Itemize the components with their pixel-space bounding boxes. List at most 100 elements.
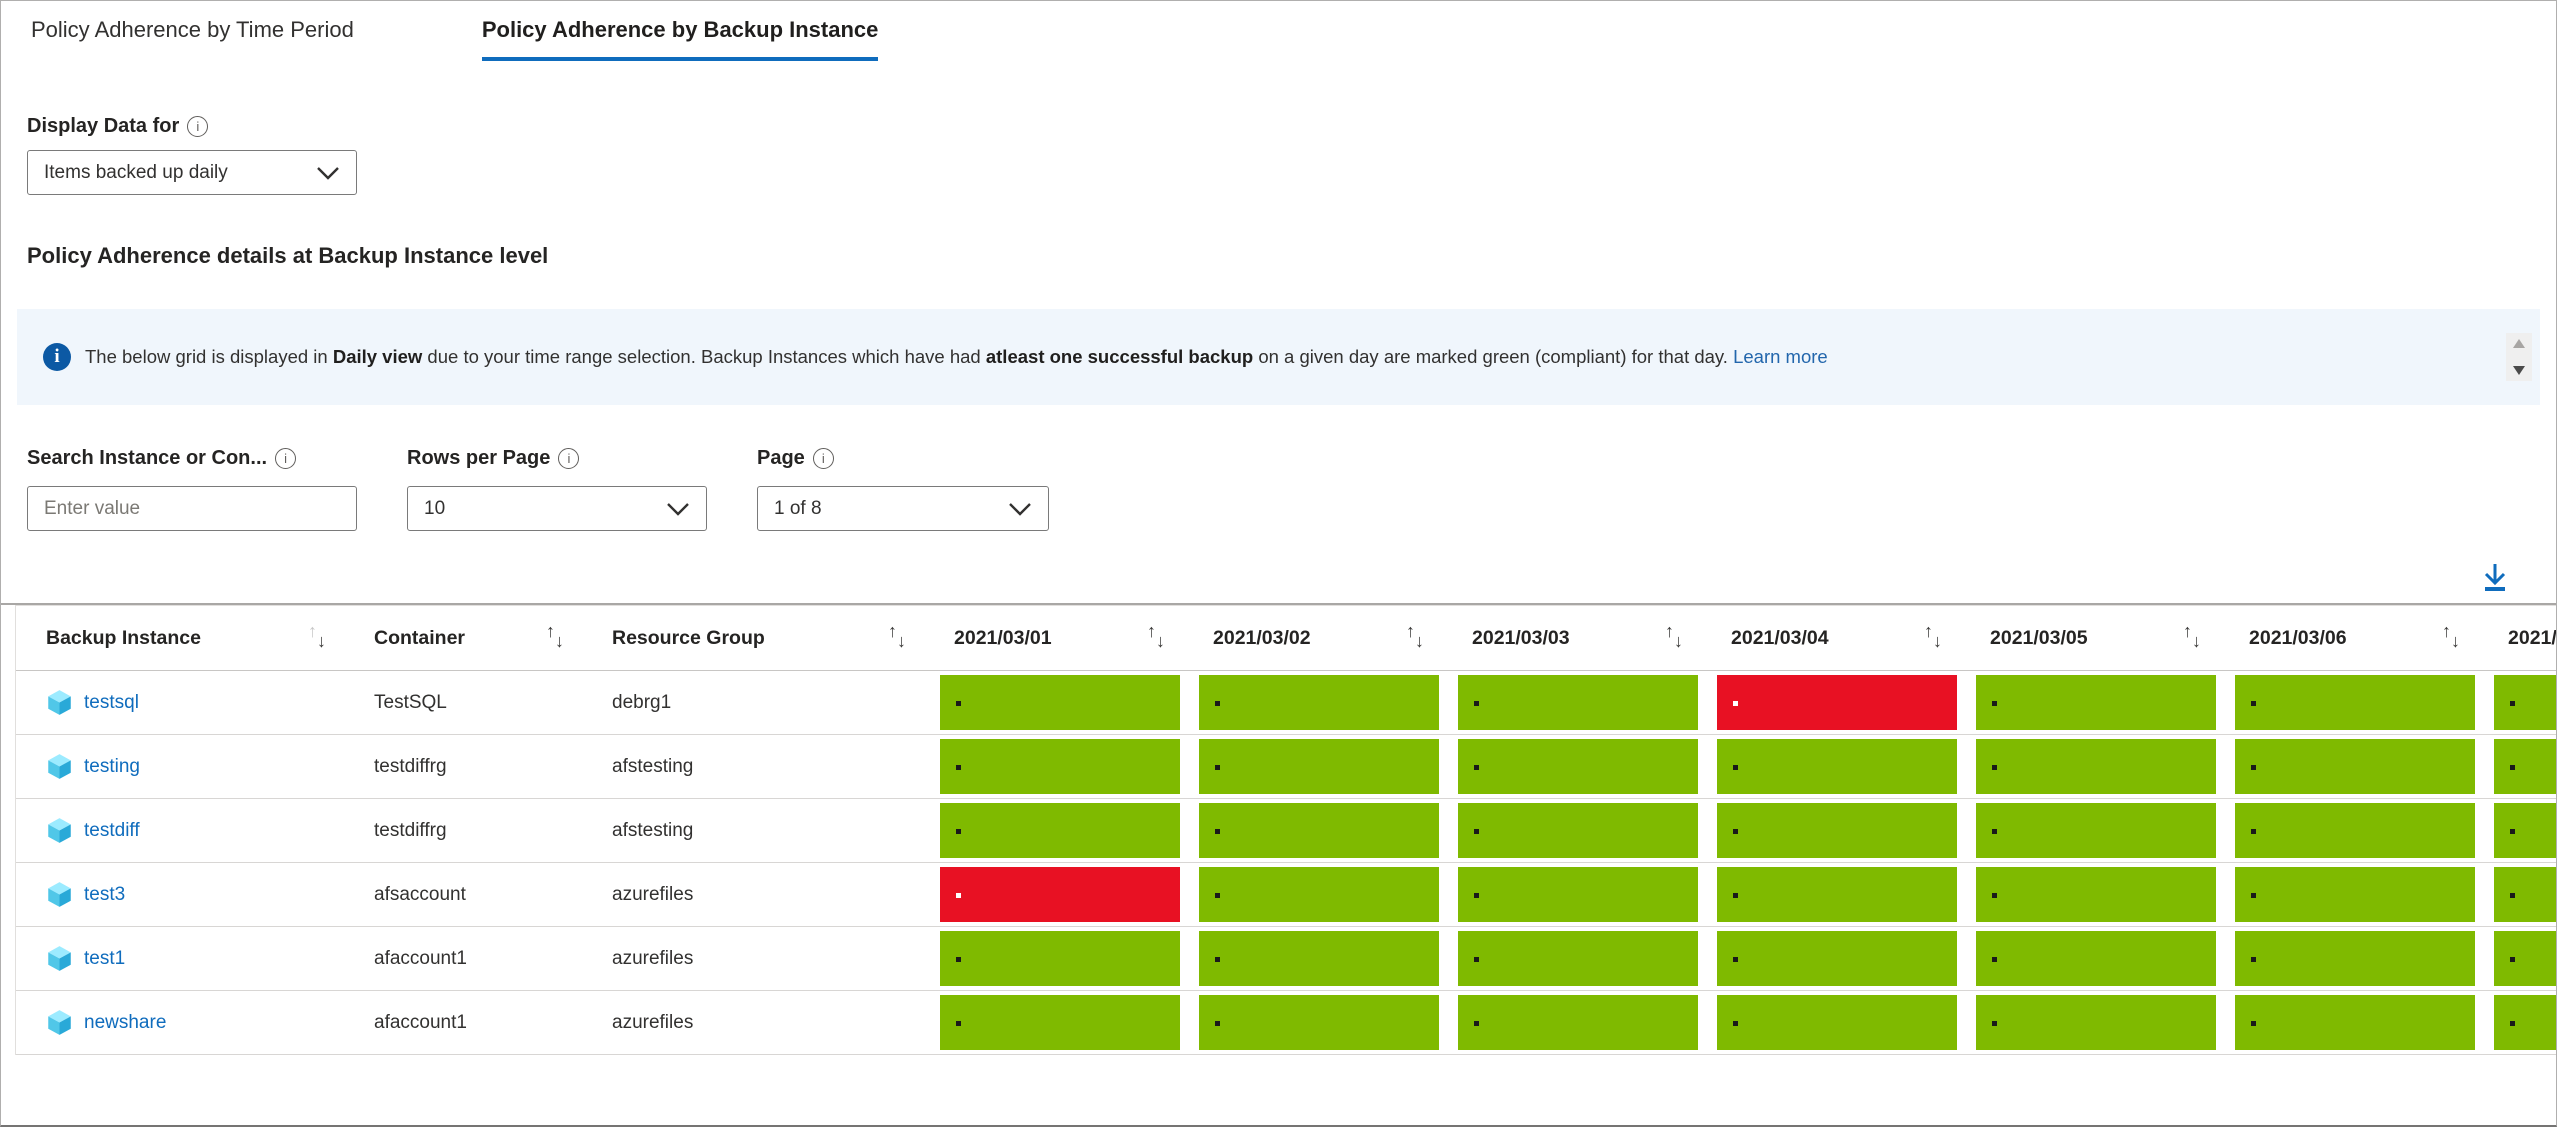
column-header-2021-03-07[interactable]: 2021/03/07 (2494, 606, 2556, 670)
backup-instance-link[interactable]: testdiff (84, 819, 140, 841)
rows-per-page-control: Rows per Page i 10 (407, 447, 707, 531)
rows-per-page-value: 10 (424, 497, 446, 519)
chevron-down-icon (1009, 502, 1031, 516)
banner-plain-text: on a given day are marked green (complia… (1253, 346, 1734, 367)
compliant-cell (1199, 931, 1439, 986)
column-header-label: 2021/03/06 (2249, 626, 2347, 649)
sort-icon[interactable]: ↑ ↓ (308, 620, 326, 651)
display-data-for-dropdown[interactable]: Items backed up daily (27, 150, 357, 195)
compliant-cell (940, 739, 1180, 794)
compliant-cell (1458, 931, 1698, 986)
day-status-cell (1717, 735, 1976, 798)
backup-instance-link[interactable]: testsql (84, 691, 139, 713)
column-header-backup-instance[interactable]: Backup Instance ↑ ↓ (16, 606, 360, 670)
search-input[interactable] (27, 486, 357, 531)
resource-group-cell: afstesting (612, 819, 694, 841)
compliant-cell (2235, 995, 2475, 1050)
compliant-cell (2494, 739, 2556, 794)
sort-icon[interactable]: ↑ ↓ (1406, 620, 1424, 651)
column-header-2021-03-03[interactable]: 2021/03/03 ↑ ↓ (1458, 606, 1717, 670)
day-status-cell (1458, 671, 1717, 734)
compliant-cell (2494, 867, 2556, 922)
day-status-cell (940, 671, 1199, 734)
status-dot (1215, 828, 1220, 834)
day-status-cell (2235, 927, 2494, 990)
sort-icon[interactable]: ↑ ↓ (1147, 620, 1165, 651)
backup-instance-link[interactable]: newshare (84, 1011, 167, 1033)
info-filled-icon: i (43, 343, 71, 371)
column-header-resource-group[interactable]: Resource Group ↑ ↓ (598, 606, 940, 670)
info-icon[interactable]: i (187, 116, 209, 137)
tab-policy-adherence-by-time-period[interactable]: Policy Adherence by Time Period (31, 17, 354, 42)
column-header-2021-03-02[interactable]: 2021/03/02 ↑ ↓ (1199, 606, 1458, 670)
compliant-cell (1199, 995, 1439, 1050)
backup-instance-icon (48, 690, 71, 715)
page-dropdown[interactable]: 1 of 8 (757, 486, 1049, 531)
table-body: testsql TestSQL debrg1 testing testdiffrg afs… (16, 671, 2556, 1055)
backup-instance-link[interactable]: test3 (84, 883, 126, 905)
filter-controls: Search Instance or Con... i Rows per Pag… (27, 447, 2556, 531)
column-header-2021-03-01[interactable]: 2021/03/01 ↑ ↓ (940, 606, 1199, 670)
backup-instance-link[interactable]: testing (84, 755, 140, 777)
column-header-label: Container (374, 626, 466, 649)
banner-text: The below grid is displayed in Daily vie… (85, 346, 1828, 368)
compliant-cell (1199, 739, 1439, 794)
compliant-cell (2494, 995, 2556, 1050)
banner-message: The below grid is displayed in Daily vie… (85, 346, 1733, 367)
scroll-down-icon[interactable] (2513, 366, 2525, 375)
status-dot (2251, 892, 2256, 898)
backup-instance-cell: test1 (16, 927, 360, 990)
status-dot (1992, 764, 1997, 770)
compliant-cell (1976, 931, 2216, 986)
sort-icon[interactable]: ↑ ↓ (546, 620, 564, 651)
sort-icon[interactable]: ↑ ↓ (2442, 620, 2460, 651)
day-status-cell (2235, 735, 2494, 798)
compliant-cell (1976, 675, 2216, 730)
chevron-down-icon (317, 166, 339, 180)
status-dot (1474, 956, 1479, 962)
display-data-for-label: Display Data for i (27, 115, 2556, 138)
column-header-label: 2021/03/02 (1213, 626, 1311, 649)
info-icon[interactable]: i (558, 448, 580, 469)
compliant-cell (1458, 675, 1698, 730)
rows-per-page-dropdown[interactable]: 10 (407, 486, 707, 531)
rows-per-page-text: Rows per Page (407, 447, 551, 469)
status-dot (1474, 700, 1479, 706)
day-status-cell (940, 863, 1199, 926)
column-header-2021-03-05[interactable]: 2021/03/05 ↑ ↓ (1976, 606, 2235, 670)
day-status-cell (1199, 671, 1458, 734)
download-icon[interactable] (2478, 561, 2512, 595)
day-status-cell (1717, 991, 1976, 1054)
table-row-testing: testing testdiffrg afstesting (16, 735, 2556, 799)
non-compliant-cell (940, 867, 1180, 922)
info-icon[interactable]: i (812, 448, 834, 469)
tab-policy-adherence-by-backup-instance[interactable]: Policy Adherence by Backup Instance (481, 17, 879, 61)
day-status-cell (2235, 863, 2494, 926)
table-row-testsql: testsql TestSQL debrg1 (16, 671, 2556, 735)
compliant-cell (1199, 803, 1439, 858)
search-label: Search Instance or Con... i (27, 447, 357, 470)
status-dot (1474, 1020, 1479, 1026)
backup-instance-link[interactable]: test1 (84, 947, 126, 969)
scroll-up-icon[interactable] (2513, 339, 2525, 348)
column-header-2021-03-04[interactable]: 2021/03/04 ↑ ↓ (1717, 606, 1976, 670)
day-status-cell (2494, 927, 2556, 990)
learn-more-link[interactable]: Learn more (1733, 346, 1828, 367)
compliant-cell (940, 995, 1180, 1050)
sort-icon[interactable]: ↑ ↓ (1924, 620, 1942, 651)
backup-instance-icon (48, 818, 71, 843)
container-cell: testdiffrg (374, 755, 447, 777)
status-dot (1733, 956, 1738, 962)
page-title: Policy Adherence details at Backup Insta… (27, 243, 549, 268)
column-header-container[interactable]: Container ↑ ↓ (360, 606, 598, 670)
info-icon[interactable]: i (275, 448, 297, 469)
day-status-cell (2494, 991, 2556, 1054)
sort-icon[interactable]: ↑ ↓ (888, 620, 906, 651)
sort-icon[interactable]: ↑ ↓ (2183, 620, 2201, 651)
banner-scroll-spinner (2506, 333, 2532, 381)
day-status-cell (1976, 863, 2235, 926)
day-status-cell (1199, 799, 1458, 862)
column-header-2021-03-06[interactable]: 2021/03/06 ↑ ↓ (2235, 606, 2494, 670)
sort-icon[interactable]: ↑ ↓ (1665, 620, 1683, 651)
status-dot (2510, 828, 2515, 834)
